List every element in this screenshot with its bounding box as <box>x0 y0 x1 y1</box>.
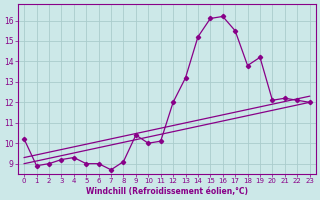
X-axis label: Windchill (Refroidissement éolien,°C): Windchill (Refroidissement éolien,°C) <box>86 187 248 196</box>
